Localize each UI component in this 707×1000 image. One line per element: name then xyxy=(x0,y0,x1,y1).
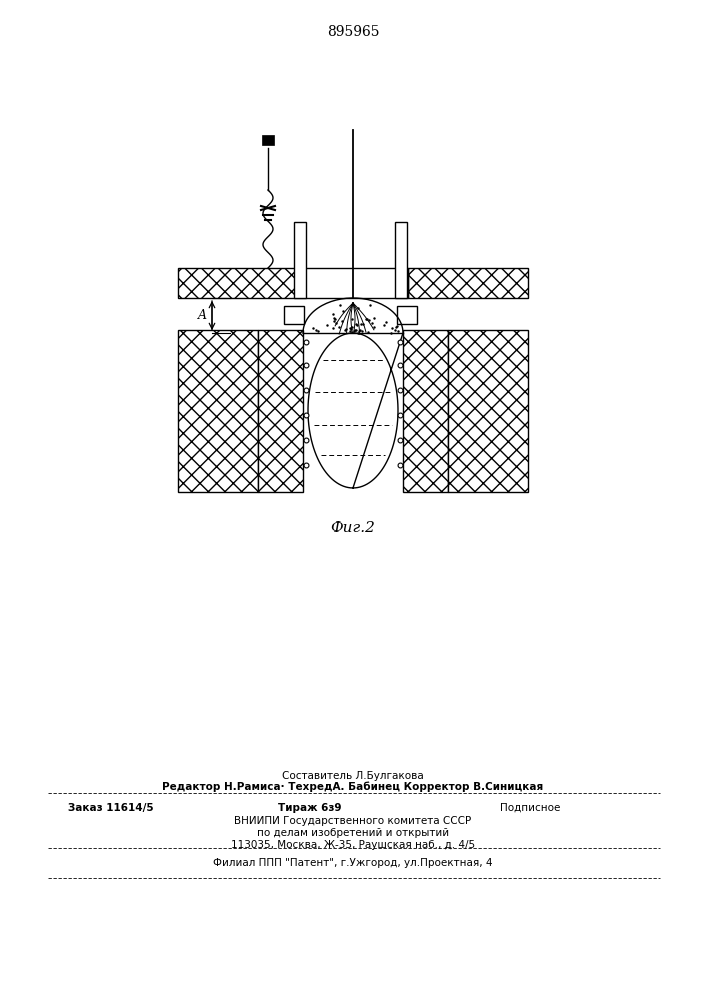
Bar xyxy=(395,222,407,298)
Text: Фиг.2: Фиг.2 xyxy=(331,521,375,535)
Bar xyxy=(295,268,408,298)
Bar xyxy=(178,330,258,492)
Text: по делам изобретений и открытий: по делам изобретений и открытий xyxy=(257,828,449,838)
Text: 113035, Москва, Ж-35, Раушская наб., д. 4/5: 113035, Москва, Ж-35, Раушская наб., д. … xyxy=(231,840,475,850)
Bar xyxy=(262,135,274,145)
Bar xyxy=(178,268,295,298)
Text: 895965: 895965 xyxy=(327,25,379,39)
Text: Филиал ППП "Патент", г.Ужгород, ул.Проектная, 4: Филиал ППП "Патент", г.Ужгород, ул.Проек… xyxy=(214,858,493,868)
Text: ВНИИПИ Государственного комитета СССР: ВНИИПИ Государственного комитета СССР xyxy=(235,816,472,826)
Bar xyxy=(403,330,448,492)
Bar xyxy=(397,306,417,324)
Bar xyxy=(448,330,528,492)
Text: Тираж 6з9: Тираж 6з9 xyxy=(279,803,341,813)
Text: Заказ 11614/5: Заказ 11614/5 xyxy=(68,803,153,813)
Bar xyxy=(284,306,304,324)
Text: Редактор Н.Рамиса· ТехредА. Бабинец Корректор В.Синицкая: Редактор Н.Рамиса· ТехредА. Бабинец Корр… xyxy=(163,782,544,792)
Bar xyxy=(258,330,303,492)
Text: Составитель Л.Булгакова: Составитель Л.Булгакова xyxy=(282,771,424,781)
Bar xyxy=(408,268,528,298)
Text: Подписное: Подписное xyxy=(500,803,560,813)
Text: A: A xyxy=(197,309,206,322)
Bar xyxy=(294,222,306,298)
